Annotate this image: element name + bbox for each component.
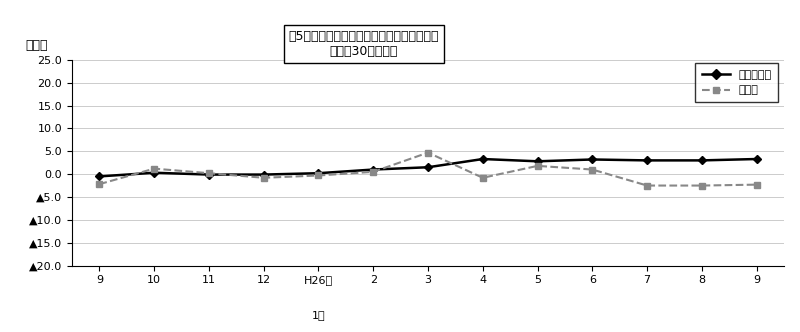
製造業 <box>150 167 159 171</box>
調査産業計 <box>259 173 269 177</box>
製造業 <box>423 151 433 155</box>
製造業 <box>587 168 597 172</box>
製造業 <box>697 184 706 188</box>
調査産業計 <box>369 168 378 172</box>
Line: 調査産業計: 調査産業計 <box>96 156 760 180</box>
調査産業計 <box>204 173 214 177</box>
調査産業計 <box>150 171 159 175</box>
製造業 <box>642 184 652 188</box>
Text: （％）: （％） <box>26 39 48 51</box>
調査産業計 <box>642 158 652 162</box>
製造業 <box>752 183 762 187</box>
調査産業計 <box>423 165 433 169</box>
Text: 1月: 1月 <box>312 310 326 320</box>
製造業 <box>94 182 104 186</box>
調査産業計 <box>478 157 487 161</box>
製造業 <box>478 176 487 180</box>
調査産業計 <box>533 159 542 163</box>
Legend: 調査産業計, 製造業: 調査産業計, 製造業 <box>695 63 778 102</box>
調査産業計 <box>752 157 762 161</box>
製造業 <box>204 171 214 175</box>
Line: 製造業: 製造業 <box>96 149 760 189</box>
調査産業計 <box>314 171 323 175</box>
製造業 <box>369 170 378 174</box>
製造業 <box>259 176 269 180</box>
製造業 <box>533 164 542 168</box>
製造業 <box>314 174 323 178</box>
調査産業計 <box>697 158 706 162</box>
Text: 囵5　常用労働者数の推移（対前年同月比）
－規樨30人以上－: 囵5 常用労働者数の推移（対前年同月比） －規樨30人以上－ <box>289 30 439 58</box>
調査産業計 <box>587 157 597 161</box>
調査産業計 <box>94 174 104 178</box>
